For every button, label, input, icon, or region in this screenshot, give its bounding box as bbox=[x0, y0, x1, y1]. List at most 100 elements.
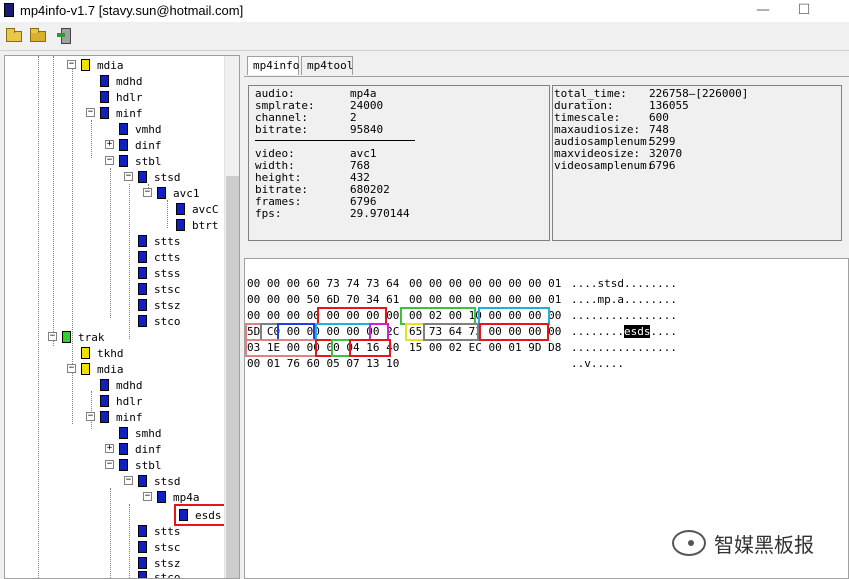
tree-node[interactable]: stco bbox=[138, 314, 181, 328]
annotation-box bbox=[405, 323, 425, 341]
atom-icon bbox=[119, 155, 128, 167]
tree-node[interactable]: stbl bbox=[119, 458, 162, 472]
expander-icon[interactable]: − bbox=[86, 411, 95, 421]
atom-icon bbox=[119, 459, 128, 471]
tree-node-selected[interactable]: esds bbox=[179, 508, 222, 522]
info-divider bbox=[255, 140, 415, 141]
expander-icon[interactable]: + bbox=[105, 443, 114, 453]
hex-view[interactable]: 00 00 00 60 73 74 73 64 00 00 00 00 00 00… bbox=[244, 258, 849, 579]
tree-node[interactable]: btrt bbox=[176, 218, 219, 232]
tree-node[interactable]: stsd bbox=[138, 474, 181, 488]
open-folder-icon[interactable] bbox=[28, 27, 48, 45]
expander-icon[interactable]: − bbox=[67, 59, 76, 69]
atom-icon bbox=[138, 525, 147, 537]
watermark: 智媒黑板报 bbox=[672, 528, 814, 558]
expander-icon[interactable]: − bbox=[143, 187, 152, 197]
atom-icon bbox=[179, 509, 188, 521]
atom-icon bbox=[81, 347, 90, 359]
info-row: channel: 2 bbox=[255, 111, 357, 124]
info-row: bitrate: 680202 bbox=[255, 183, 390, 196]
tree-node[interactable]: vmhd bbox=[119, 122, 162, 136]
tree-node[interactable]: hdlr bbox=[100, 394, 143, 408]
atom-icon bbox=[157, 491, 166, 503]
minimize-button[interactable]: — bbox=[756, 2, 770, 18]
tree-node[interactable]: tkhd bbox=[81, 346, 124, 360]
tree-node[interactable]: stsz bbox=[138, 556, 181, 570]
info-row: smplrate: 24000 bbox=[255, 99, 384, 112]
info-row: total_time: 226758—[226000] bbox=[554, 87, 749, 100]
exit-icon[interactable] bbox=[56, 27, 76, 45]
atom-icon bbox=[119, 427, 128, 439]
expander-icon[interactable]: + bbox=[105, 139, 114, 149]
hex-row: 00 00 00 50 6D 70 34 61 00 00 00 00 00 00… bbox=[247, 293, 677, 306]
atom-icon bbox=[138, 571, 147, 578]
tree-node[interactable]: mdhd bbox=[100, 378, 143, 392]
tree-node[interactable]: smhd bbox=[119, 426, 162, 440]
atom-icon bbox=[138, 235, 147, 247]
info-row: video: avc1 bbox=[255, 147, 377, 160]
annotation-box bbox=[245, 339, 317, 357]
tree-node[interactable]: ctts bbox=[138, 250, 181, 264]
tree-node[interactable]: mdia bbox=[81, 362, 124, 376]
tree-node[interactable]: avcC bbox=[176, 202, 219, 216]
tree-node[interactable]: stss bbox=[138, 266, 181, 280]
toolbar-separator bbox=[0, 50, 849, 51]
atom-icon bbox=[138, 541, 147, 553]
tree-node[interactable]: stsz bbox=[138, 298, 181, 312]
tree-node[interactable]: mdhd bbox=[100, 74, 143, 88]
info-row: fps: 29.970144 bbox=[255, 207, 410, 220]
scrollbar-thumb[interactable] bbox=[226, 176, 239, 578]
maximize-button[interactable]: ☐ bbox=[797, 2, 811, 18]
atom-icon bbox=[81, 363, 90, 375]
tree-node[interactable]: stbl bbox=[119, 154, 162, 168]
open-file-icon[interactable] bbox=[4, 27, 24, 45]
expander-icon[interactable]: − bbox=[105, 155, 114, 165]
tab-mp4tool[interactable]: mp4tool bbox=[301, 56, 353, 75]
atom-icon bbox=[176, 219, 185, 231]
atom-icon bbox=[100, 75, 109, 87]
tree-node[interactable]: stsd bbox=[138, 170, 181, 184]
expander-icon[interactable]: − bbox=[86, 107, 95, 117]
atom-icon bbox=[138, 171, 147, 183]
atom-icon bbox=[119, 443, 128, 455]
atom-icon bbox=[138, 283, 147, 295]
tree-node[interactable]: stsc bbox=[138, 282, 181, 296]
info-row: width: 768 bbox=[255, 159, 370, 172]
annotation-box bbox=[331, 339, 351, 357]
tree-node[interactable]: stco bbox=[138, 570, 181, 578]
tree-node[interactable]: dinf bbox=[119, 442, 162, 456]
atom-icon bbox=[138, 299, 147, 311]
tree-node[interactable]: dinf bbox=[119, 138, 162, 152]
tree-node[interactable]: stts bbox=[138, 234, 181, 248]
info-row: maxvideosize: 32070 bbox=[554, 147, 683, 160]
tree-node[interactable]: trak bbox=[62, 330, 105, 344]
selected-text: esds bbox=[623, 325, 651, 338]
atom-icon bbox=[81, 59, 90, 71]
expander-icon[interactable]: − bbox=[124, 475, 133, 485]
atom-tree[interactable]: − − + − − − − − − + − − − mdia mdhd hdlr… bbox=[4, 55, 240, 579]
tree-node[interactable]: stsc bbox=[138, 540, 181, 554]
tree-node[interactable]: mp4a bbox=[157, 490, 200, 504]
tree-node[interactable]: hdlr bbox=[100, 90, 143, 104]
info-row: bitrate: 95840 bbox=[255, 123, 384, 136]
media-info-box: audio: mp4a smplrate: 24000 channel: 2 bitr… bbox=[248, 85, 550, 241]
expander-icon[interactable]: − bbox=[48, 331, 57, 341]
hex-row: 5D C0 00 00 00 00 00 2C 65 73 64 73 00 00… bbox=[247, 325, 677, 338]
tree-node[interactable]: mdia bbox=[81, 58, 124, 72]
expander-icon[interactable]: − bbox=[105, 459, 114, 469]
tree-scrollbar[interactable] bbox=[224, 56, 239, 578]
title-bar: mp4info-v1.7 [stavy.sun@hotmail.com] — ☐ bbox=[0, 0, 849, 22]
tab-mp4info[interactable]: mp4info bbox=[247, 56, 299, 75]
hex-row: 03 1E 00 00 00 04 16 40 15 00 02 EC 00 01… bbox=[247, 341, 677, 354]
tree-node[interactable]: minf bbox=[100, 410, 143, 424]
hex-row: 00 01 76 60 05 07 13 10 ..v..... bbox=[247, 357, 624, 370]
tree-node[interactable]: avc1 bbox=[157, 186, 200, 200]
tree-node[interactable]: stts bbox=[138, 524, 181, 538]
expander-icon[interactable]: − bbox=[124, 171, 133, 181]
expander-icon[interactable]: − bbox=[143, 491, 152, 501]
atom-icon bbox=[119, 139, 128, 151]
info-row: frames: 6796 bbox=[255, 195, 377, 208]
tree-node[interactable]: minf bbox=[100, 106, 143, 120]
toolbar bbox=[0, 24, 849, 50]
expander-icon[interactable]: − bbox=[67, 363, 76, 373]
